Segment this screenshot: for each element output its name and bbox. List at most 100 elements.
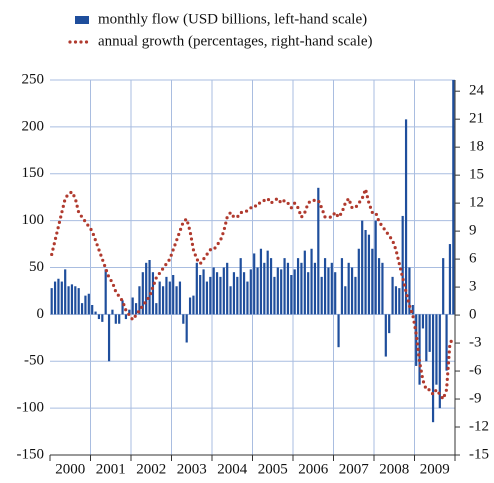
bar [70, 284, 74, 315]
bar [134, 303, 138, 315]
bar [138, 286, 141, 315]
bar [185, 314, 188, 343]
bar [448, 244, 452, 315]
bar [398, 288, 401, 315]
bar [307, 272, 310, 315]
bar [452, 80, 455, 315]
bar [101, 314, 104, 322]
bar [344, 286, 347, 315]
bar [53, 281, 57, 315]
bar [124, 314, 128, 320]
bar [337, 314, 340, 348]
bar [263, 262, 266, 315]
bar [408, 267, 411, 315]
bar [357, 248, 360, 315]
y-tick-label: -100 [17, 400, 45, 416]
y2-tick-label: 6 [469, 251, 477, 267]
y2-tick-label: 15 [469, 167, 484, 183]
bar [111, 309, 114, 315]
bar [317, 187, 320, 315]
bar [145, 262, 148, 315]
bar [253, 253, 256, 315]
bar [219, 276, 222, 315]
bar [296, 258, 300, 315]
bar [165, 276, 168, 315]
bar [269, 258, 273, 315]
bar [215, 272, 219, 315]
x-tick-label: 2008 [379, 461, 409, 477]
x-tick-label: 2006 [298, 461, 329, 477]
bar [327, 267, 330, 315]
bar [334, 272, 337, 315]
y-tick-label: 100 [22, 212, 45, 228]
bar [107, 314, 111, 362]
bar [118, 314, 121, 324]
bar [411, 305, 414, 315]
legend-label: annual growth (percentages, right-hand s… [98, 33, 372, 49]
bar [428, 314, 431, 352]
bar [415, 314, 418, 366]
bar [442, 258, 445, 315]
bar [128, 309, 131, 315]
line [50, 183, 455, 403]
y2-tick-label: -12 [469, 418, 489, 434]
bar [259, 248, 263, 315]
bar [313, 262, 317, 315]
y-tick-label: 250 [22, 71, 45, 87]
bar [377, 258, 381, 315]
bar [97, 314, 101, 320]
y2-tick-label: 0 [469, 307, 477, 323]
legend-label: monthly flow (USD billions, left-hand sc… [98, 11, 367, 27]
bar [60, 281, 63, 315]
bar [131, 297, 134, 315]
y2-tick-label: 12 [469, 195, 484, 211]
bar [141, 272, 144, 315]
bar [435, 314, 438, 385]
bar [404, 119, 408, 315]
y-tick-label: 50 [29, 259, 44, 275]
bar [232, 272, 236, 315]
bar [364, 230, 367, 315]
bar [256, 267, 259, 315]
bar [87, 293, 90, 315]
bar [384, 314, 387, 357]
bar [280, 269, 283, 315]
bar [94, 311, 97, 315]
bar [388, 314, 391, 334]
bar [222, 267, 225, 315]
bar [320, 276, 323, 315]
y2-tick-label: 21 [469, 111, 484, 127]
bar [67, 286, 70, 315]
bar [175, 286, 178, 315]
bar [64, 269, 67, 315]
bar [361, 220, 364, 315]
bar [438, 314, 441, 409]
y2-tick-label: -15 [469, 446, 489, 462]
y-tick-label: -50 [24, 353, 44, 369]
bar [236, 276, 239, 315]
bar [77, 288, 80, 315]
bar [367, 234, 371, 315]
bar [182, 314, 185, 324]
bar [50, 288, 53, 315]
bar [195, 262, 198, 315]
bar [350, 267, 354, 315]
y2-tick-label: -3 [469, 334, 482, 350]
bar [310, 248, 313, 315]
bar [229, 286, 232, 315]
y2-tick-label: 24 [469, 83, 485, 99]
bar [199, 275, 202, 315]
bar [273, 276, 276, 315]
bar [80, 303, 84, 315]
bar [283, 258, 286, 315]
bar [114, 314, 117, 324]
bar [330, 262, 333, 315]
bar [340, 258, 344, 315]
bar [155, 303, 158, 315]
bar [148, 260, 151, 315]
bar [212, 267, 215, 315]
x-tick-label: 2009 [420, 461, 450, 477]
bar [151, 272, 155, 315]
bar [401, 215, 404, 315]
y-tick-label: 150 [22, 165, 45, 181]
